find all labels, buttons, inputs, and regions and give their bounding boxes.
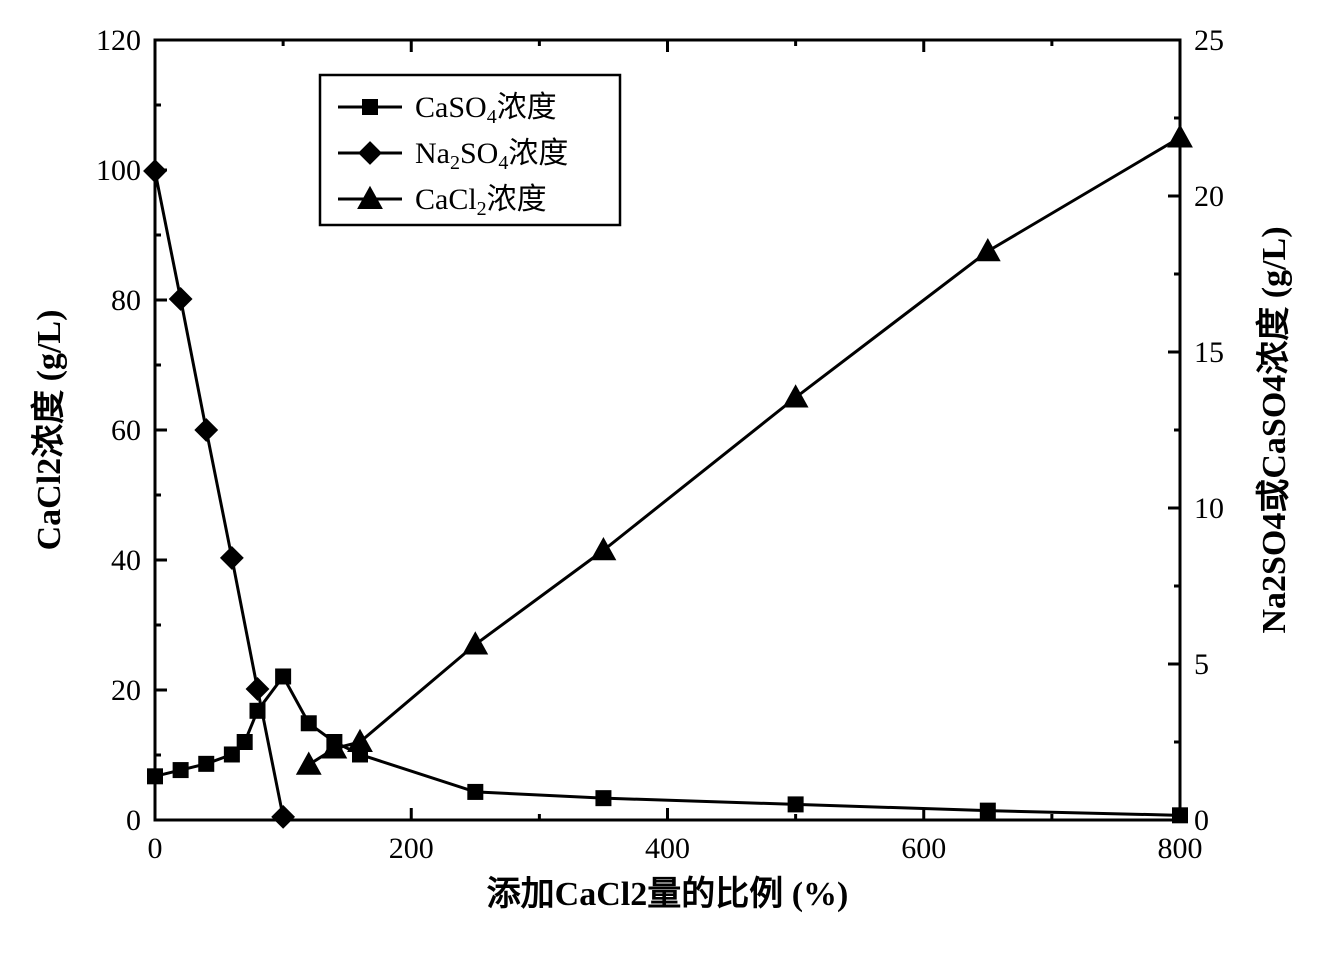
svg-text:添加CaCl2量的比例 (%): 添加CaCl2量的比例 (%) xyxy=(487,875,849,913)
svg-text:60: 60 xyxy=(111,414,141,447)
chart-container: 02004006008000204060801001200510152025添加… xyxy=(0,0,1320,965)
svg-text:15: 15 xyxy=(1194,336,1224,369)
svg-text:600: 600 xyxy=(901,832,946,865)
svg-text:0: 0 xyxy=(148,832,163,865)
svg-text:0: 0 xyxy=(126,804,141,837)
svg-text:200: 200 xyxy=(389,832,434,865)
svg-text:120: 120 xyxy=(96,24,141,57)
svg-text:400: 400 xyxy=(645,832,690,865)
svg-text:10: 10 xyxy=(1194,492,1224,525)
svg-text:CaCl2浓度: CaCl2浓度 xyxy=(415,183,547,220)
svg-text:Na2SO4浓度: Na2SO4浓度 xyxy=(415,137,568,174)
svg-text:CaSO4浓度: CaSO4浓度 xyxy=(415,91,557,128)
svg-text:0: 0 xyxy=(1194,804,1209,837)
svg-text:25: 25 xyxy=(1194,24,1224,57)
svg-text:20: 20 xyxy=(1194,180,1224,213)
svg-text:5: 5 xyxy=(1194,648,1209,681)
svg-text:Na2SO4或CaSO4浓度 (g/L): Na2SO4或CaSO4浓度 (g/L) xyxy=(1255,226,1293,633)
svg-text:100: 100 xyxy=(96,154,141,187)
svg-text:CaCl2浓度 (g/L): CaCl2浓度 (g/L) xyxy=(30,310,68,551)
svg-text:80: 80 xyxy=(111,284,141,317)
svg-text:40: 40 xyxy=(111,544,141,577)
chart-svg: 02004006008000204060801001200510152025添加… xyxy=(0,0,1320,965)
svg-text:20: 20 xyxy=(111,674,141,707)
